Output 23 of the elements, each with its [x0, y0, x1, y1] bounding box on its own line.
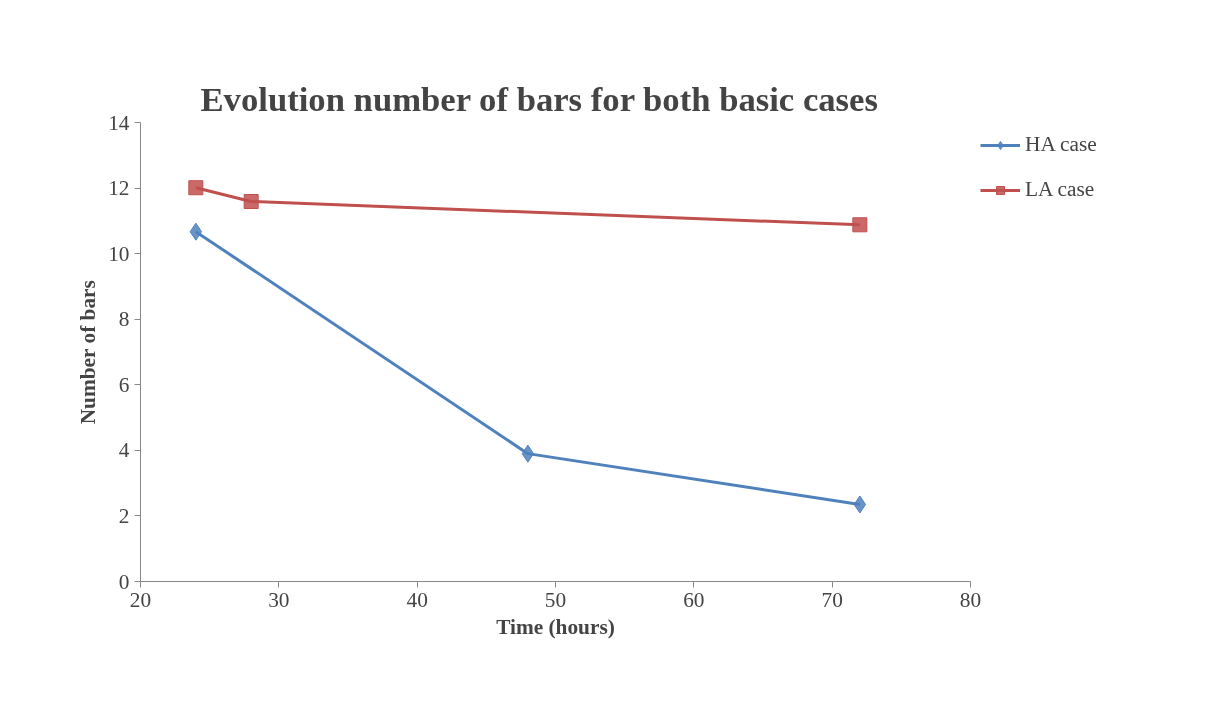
legend-label: LA case — [1025, 177, 1095, 202]
x-tick-label: 60 — [683, 587, 705, 612]
x-tick-label: 30 — [268, 587, 290, 612]
point — [188, 180, 204, 196]
point — [852, 217, 868, 233]
y-tick-label: 12 — [108, 176, 130, 201]
x-axis-title: Time (hours) — [496, 614, 615, 639]
legend-label: HA case — [1025, 132, 1097, 157]
y-axis-title: Number of bars — [76, 280, 101, 425]
x-tick-label: 70 — [821, 587, 843, 612]
y-tick-label: 2 — [118, 503, 130, 528]
y-tick-label: 14 — [108, 110, 130, 135]
x-tick-label: 20 — [129, 587, 152, 612]
y-tick-label: 6 — [118, 372, 130, 397]
chart-title: Evolution number of bars for both basic cases — [200, 79, 878, 118]
y-tick-label: 10 — [108, 241, 130, 266]
y-tick-label: 8 — [118, 307, 130, 332]
x-tick-label: 40 — [406, 587, 428, 612]
x-tick-label: 80 — [959, 587, 982, 612]
y-tick-label: 4 — [118, 438, 130, 463]
point — [243, 194, 259, 210]
y-tick-label: 0 — [118, 569, 130, 594]
x-tick-label: 50 — [544, 587, 567, 612]
